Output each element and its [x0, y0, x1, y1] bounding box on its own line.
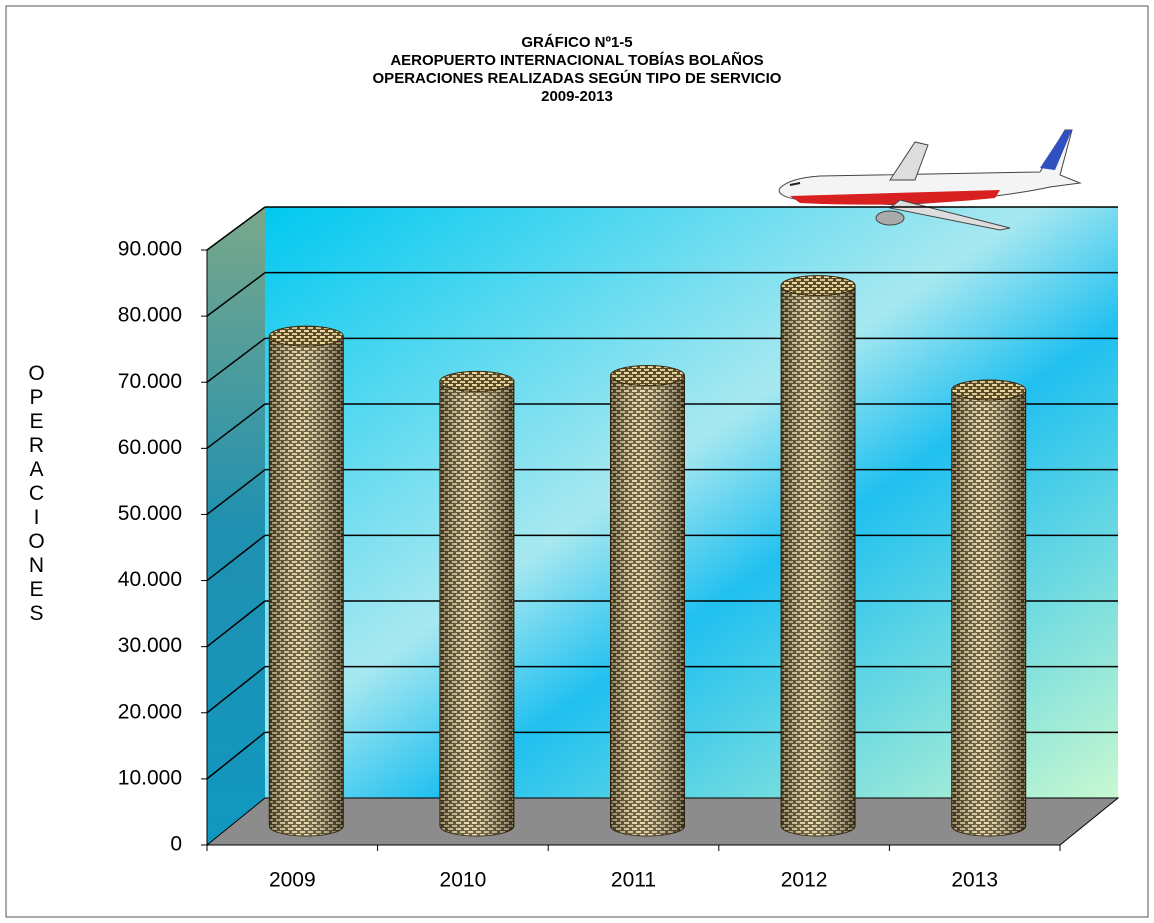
bar: [268, 325, 344, 837]
y-tick-label: 10.000: [118, 766, 182, 789]
grid-line: [206, 600, 266, 648]
bar-top: [268, 325, 344, 347]
y-tick-label: 80.000: [118, 304, 182, 327]
x-tick-label: 2010: [440, 869, 487, 892]
x-tick-label: 2013: [951, 869, 998, 892]
y-tick-label: 60.000: [118, 436, 182, 459]
side-wall: [207, 207, 265, 845]
grid-line: [206, 731, 266, 780]
chart-title: AEROPUERTO INTERNACIONAL TOBÍAS BOLAÑOS: [390, 51, 763, 69]
bar-shade: [781, 285, 856, 836]
y-tick-label: 40.000: [118, 568, 182, 591]
x-tick-label: 2012: [781, 869, 828, 892]
y-tick-label: 70.000: [118, 370, 182, 393]
grid-line: [206, 666, 266, 714]
bar-top: [439, 370, 515, 392]
grid-line: [206, 403, 266, 449]
grid-line: [206, 206, 266, 251]
chart-title: OPERACIONES REALIZADAS SEGÚN TIPO DE SER…: [373, 69, 782, 87]
y-tick-label: 0: [170, 833, 182, 856]
bar-shade: [951, 389, 1026, 836]
bar-shade: [269, 336, 344, 836]
x-tick-label: 2009: [269, 869, 316, 892]
bar-top: [610, 365, 685, 387]
bar: [951, 379, 1027, 837]
bar: [439, 370, 515, 837]
chart-title: 2009-2013: [541, 88, 613, 105]
y-tick-label: 90.000: [118, 238, 182, 261]
grid-line: [206, 337, 266, 383]
y-tick-label: 30.000: [118, 634, 182, 657]
grid-line: [206, 469, 266, 516]
y-tick-label: 50.000: [118, 502, 182, 525]
y-tick-label: 20.000: [118, 700, 182, 723]
x-tick-label: 2011: [611, 869, 656, 892]
bar-top: [780, 275, 856, 297]
bar-shade: [610, 375, 685, 836]
bar: [780, 275, 856, 837]
bar-shade: [439, 381, 514, 836]
chart-title: GRÁFICO Nº1-5: [521, 34, 632, 51]
bar-top: [951, 379, 1027, 401]
grid-line: [206, 272, 266, 317]
grid-line: [206, 534, 266, 582]
bar: [610, 365, 685, 837]
y-axis-title: OPERACIONES: [25, 362, 48, 626]
